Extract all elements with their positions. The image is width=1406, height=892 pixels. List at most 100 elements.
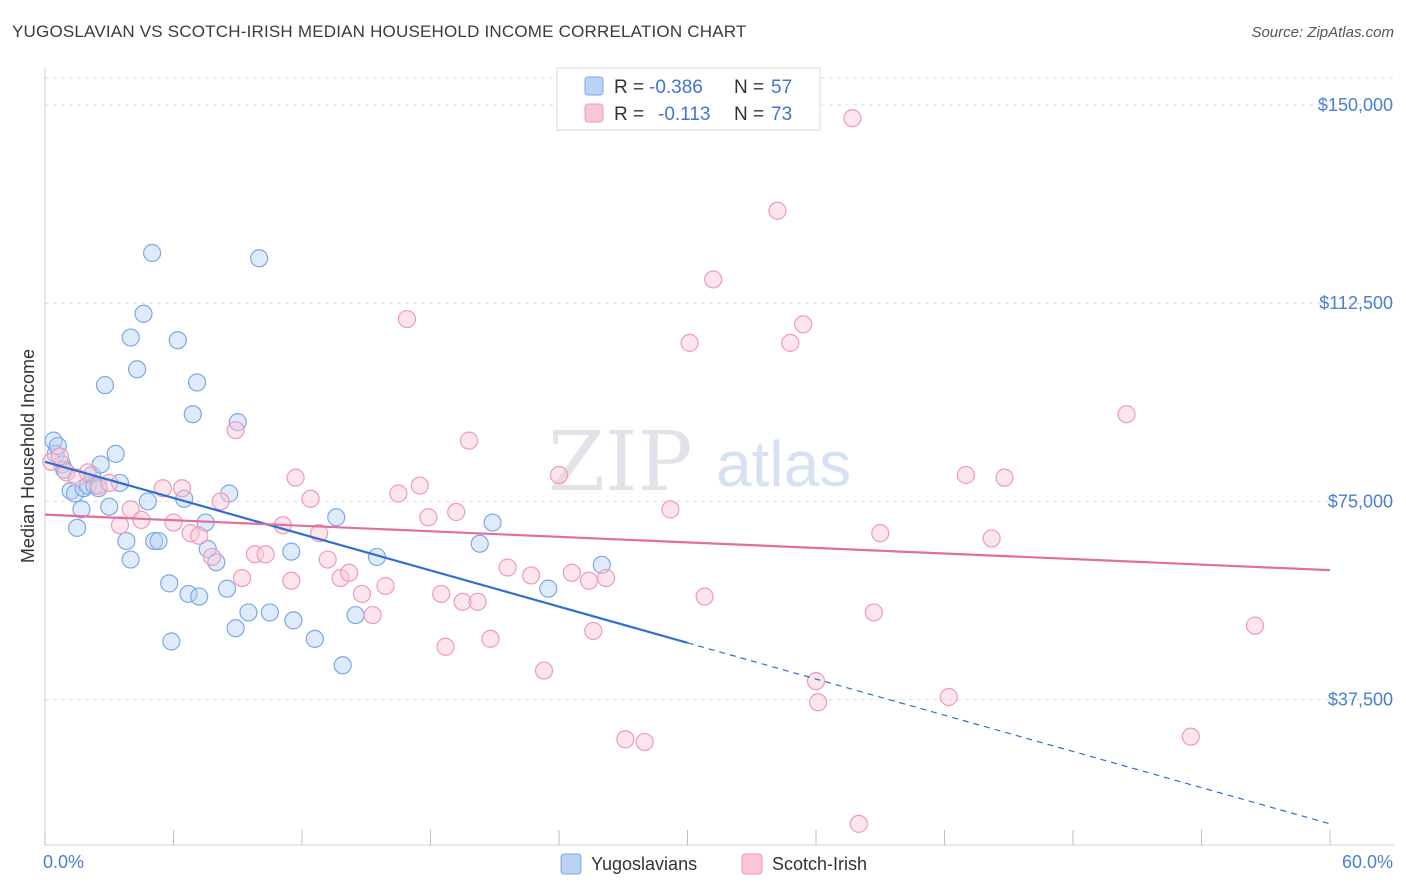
legend-swatch-yugoslavians [584,76,604,96]
scotch-irish-point [352,584,372,604]
scotch-irish-point [211,492,230,511]
scotch-irish-point [956,465,976,485]
source-label: Source: ZipAtlas.com [1251,24,1394,41]
scotch-irish-point [447,502,466,522]
y-tick-labels: $37,500 $75,000 $112,500 $150,000 [1318,95,1393,710]
scotch-irish-point [432,584,451,604]
scotch-irish-point [331,568,350,588]
bottom-legend-swatch-yugoslavians [560,853,582,875]
scotch-irish-point [153,479,172,498]
scotch-irish-point [436,637,455,656]
scotch-irish-point [468,592,487,611]
yugoslavian-point [100,497,119,516]
yugoslavian-point [333,656,352,675]
yugoslavian-point [217,579,237,598]
scotch-irish-point [522,566,541,585]
scotch-irish-point [481,629,500,648]
yugoslavian-point [162,632,181,651]
yugoslavian-point [260,603,279,622]
yugoslavian-point [539,579,558,598]
scotch-irish-point [1245,616,1265,635]
scotch-irish-point [849,814,868,833]
scotch-irish-point [635,732,654,752]
yugoslavian-point [142,243,162,263]
bottom-legend-label-yugoslavians: Yugoslavians [591,854,697,874]
bottom-legend-label-scotch-irish: Scotch-Irish [772,854,867,874]
scotch-irish-point [768,201,787,220]
scotch-irish-point [363,605,382,625]
scotch-irish-point [579,571,599,590]
legend-r-value-2: -0.113 [658,104,710,125]
trend-line-yugoslavians [44,460,688,644]
chart-title: YUGOSLAVIAN VS SCOTCH-IRISH MEDIAN HOUSE… [12,22,747,41]
y-tick-label: $112,500 [1319,293,1393,313]
yugoslavian-point [190,587,209,606]
scotch-irish-point [202,547,222,567]
scotch-irish-point [680,333,699,352]
x-tick-label-min: 0.0% [43,852,84,872]
yugoslavian-point [117,531,136,551]
yugoslavian-point [127,360,147,379]
yugoslavian-point [239,603,258,622]
scotch-irish-point [397,309,417,329]
stats-legend: R = -0.386 N = 57 R = -0.113 N = 73 [556,67,821,131]
scotch-irish-point [100,473,119,493]
scotch-irish-point [301,489,320,508]
yugoslavian-point [327,508,346,527]
yugoslavian-point [138,492,157,511]
watermark-zip: ZIP [548,415,693,510]
trend-line-scotch-irish [44,513,1331,572]
scotch-irish-point [794,315,813,334]
scotch-irish-point [584,621,603,641]
x-ticks [44,830,1331,845]
yugoslavian-point [160,574,179,593]
scotch-irish-point [318,550,337,569]
scotch-irish-point [459,431,479,450]
yugoslavian-point [282,542,301,561]
scotch-irish-point [340,563,359,582]
legend-r-label-2: R = [614,104,644,125]
scotch-irish-point [1181,727,1200,746]
yugoslavian-point [179,584,198,604]
legend-n-value-2: 73 [771,104,792,125]
legend-n-label-2: N = [734,104,764,125]
legend-r-label-1: R = [614,77,644,98]
y-tick-label: $37,500 [1328,690,1393,710]
scotch-irish-point [419,508,438,527]
yugoslavian-point [226,619,245,638]
yugoslavian-point [470,534,489,553]
scotch-irish-point [110,516,130,535]
scotch-irish-point [50,447,70,466]
x-tick-label-max: 60.0% [1342,852,1393,872]
series-yugoslavians [44,243,611,675]
y-tick-label: $75,000 [1328,491,1393,511]
scotch-irish-point [809,693,828,712]
scotch-irish-point [498,558,517,577]
yugoslavian-point [187,373,207,392]
yugoslavian-point [284,611,303,630]
scotch-irish-point [597,568,616,588]
scotch-irish-point [871,524,890,543]
trend-line-yugoslavians-extrapolated [687,642,1331,825]
scotch-irish-point [695,587,714,606]
yugoslavian-point [183,405,202,424]
scotch-irish-point [376,576,395,596]
scotch-irish-point [226,420,245,440]
scotch-irish-point [190,526,209,545]
yugoslavian-point [145,531,164,551]
scotch-irish-point [616,730,635,749]
trend-lines [44,460,1331,825]
y-tick-label: $150,000 [1318,95,1393,115]
scotch-irish-point [1117,405,1136,424]
scotch-irish-point [286,468,305,487]
scotch-irish-point [282,571,301,590]
yugoslavian-point [121,550,140,569]
scotch-irish-point [68,468,87,487]
scotch-irish-point [164,513,183,532]
yugoslavian-point [483,513,502,532]
legend-swatch-scotch-irish [584,103,604,123]
yugoslavian-point [250,249,269,268]
yugoslavian-point [95,376,115,395]
scotch-irish-point [549,465,569,485]
scotch-irish-point [389,484,408,503]
